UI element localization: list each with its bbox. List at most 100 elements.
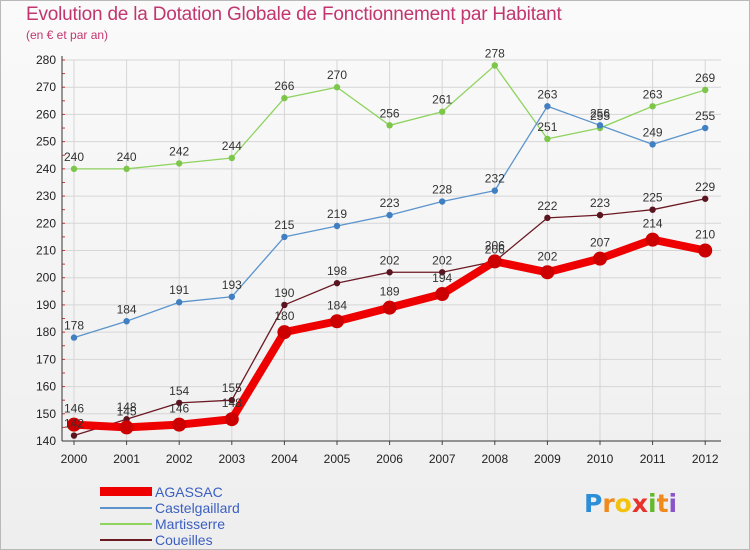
data-point-agassac — [277, 325, 292, 340]
data-label-agassac: 194 — [432, 271, 452, 285]
logo-letter: x — [631, 489, 648, 518]
data-label-agassac: 207 — [590, 236, 610, 250]
data-point-castelgaillard — [491, 187, 498, 194]
data-point-coueilles — [649, 206, 656, 213]
data-label-castelgaillard: 228 — [432, 183, 452, 197]
y-tick-label: 230 — [36, 189, 56, 203]
legend-label-martisserre: Martisserre — [155, 516, 226, 532]
data-point-castelgaillard — [702, 124, 709, 132]
data-point-martisserre — [491, 62, 498, 69]
data-point-martisserre — [70, 165, 78, 173]
data-label-coueilles: 154 — [169, 384, 189, 398]
data-label-castelgaillard: 191 — [169, 283, 189, 297]
data-point-castelgaillard — [439, 198, 446, 205]
data-label-agassac: 184 — [327, 298, 347, 312]
data-point-castelgaillard — [281, 233, 288, 241]
data-label-coueilles: 202 — [380, 253, 400, 267]
x-tick-label: 2001 — [113, 452, 140, 466]
data-point-agassac — [540, 265, 555, 280]
data-label-coueilles: 190 — [274, 286, 294, 300]
logo-letter: i — [668, 489, 678, 518]
axes: 140 150 160 170 180 190 200 210 220 230 240 250 260 2… — [36, 53, 721, 466]
x-tick-label: 2012 — [692, 452, 719, 466]
data-label-agassac: 206 — [485, 238, 505, 252]
data-label-castelgaillard: 178 — [64, 319, 84, 333]
logo-letter: r — [602, 489, 615, 518]
x-tick-label: 2000 — [61, 452, 88, 466]
data-label-coueilles: 206 — [485, 242, 505, 256]
data-point-coueilles — [333, 279, 341, 287]
data-label-agassac: 180 — [274, 309, 294, 323]
legend-swatch-agassac — [100, 487, 152, 496]
y-tick-label: 180 — [36, 325, 56, 339]
data-label-agassac: 214 — [643, 217, 663, 231]
y-tick-label: 220 — [36, 216, 56, 230]
data-point-coueilles — [702, 195, 709, 202]
legend-label-agassac: AGASSAC — [155, 484, 223, 500]
x-tick-label: 2006 — [376, 452, 403, 466]
data-label-coueilles: 225 — [643, 191, 663, 205]
gridlines — [62, 59, 721, 442]
data-point-castelgaillard — [333, 222, 341, 230]
data-point-martisserre — [649, 103, 656, 110]
data-point-coueilles — [544, 214, 551, 222]
data-point-coueilles — [439, 269, 446, 276]
data-label-martisserre: 278 — [485, 46, 505, 60]
data-label-agassac: 145 — [117, 404, 137, 418]
legend-swatch-coueilles — [100, 539, 152, 541]
data-label-castelgaillard: 223 — [380, 196, 400, 210]
legend-swatch-martisserre — [100, 523, 152, 525]
data-label-castelgaillard: 256 — [590, 106, 610, 120]
y-tick-label: 250 — [36, 135, 56, 149]
y-tick-label: 260 — [36, 107, 56, 121]
data-label-castelgaillard: 232 — [485, 172, 505, 186]
data-label-martisserre: 263 — [643, 87, 663, 101]
y-tick-label: 170 — [36, 352, 56, 366]
data-point-agassac — [698, 243, 713, 258]
data-point-coueilles — [596, 211, 604, 219]
data-label-coueilles: 198 — [327, 264, 347, 278]
y-tick-label: 210 — [36, 244, 56, 258]
data-label-coueilles: 142 — [64, 417, 84, 431]
x-tick-label: 2008 — [481, 452, 508, 466]
data-label-castelgaillard: 215 — [274, 218, 294, 232]
data-point-martisserre — [123, 165, 130, 173]
data-point-coueilles — [70, 432, 78, 439]
legend-swatch-castelgaillard — [100, 507, 152, 509]
data-label-castelgaillard: 193 — [222, 278, 242, 292]
y-tick-label: 270 — [36, 80, 56, 94]
data-point-coueilles — [281, 301, 288, 309]
data-point-coueilles — [228, 396, 235, 404]
data-label-martisserre: 266 — [274, 79, 294, 93]
x-tick-label: 2009 — [534, 452, 561, 466]
logo-letter: o — [614, 489, 632, 518]
x-tick-label: 2004 — [271, 452, 298, 466]
data-label-martisserre: 261 — [432, 93, 452, 107]
data-label-martisserre: 255 — [590, 109, 610, 123]
x-tick-label: 2002 — [166, 452, 193, 466]
data-point-martisserre — [281, 94, 288, 102]
x-tick-label: 2011 — [640, 452, 666, 466]
data-label-coueilles: 202 — [432, 253, 452, 267]
data-point-martisserre — [544, 135, 551, 143]
y-tick-label: 240 — [36, 162, 56, 176]
data-label-martisserre: 242 — [169, 144, 189, 158]
data-point-agassac — [330, 314, 344, 329]
data-label-martisserre: 256 — [380, 106, 400, 120]
data-point-agassac — [645, 232, 660, 247]
data-label-martisserre: 244 — [222, 139, 242, 153]
data-label-martisserre: 251 — [537, 120, 557, 134]
data-point-castelgaillard — [70, 334, 78, 341]
data-point-agassac — [487, 254, 502, 269]
data-label-martisserre: 240 — [64, 150, 84, 164]
data-label-coueilles: 155 — [222, 381, 242, 395]
data-point-coueilles — [386, 269, 393, 276]
data-point-coueilles — [176, 399, 183, 407]
x-tick-label: 2003 — [218, 452, 245, 466]
logo-letter: t — [656, 489, 669, 518]
data-label-castelgaillard: 184 — [117, 302, 137, 316]
logo-letter: P — [584, 489, 603, 518]
data-point-castelgaillard — [649, 141, 656, 148]
data-point-agassac — [435, 287, 450, 302]
data-point-castelgaillard — [228, 293, 235, 300]
